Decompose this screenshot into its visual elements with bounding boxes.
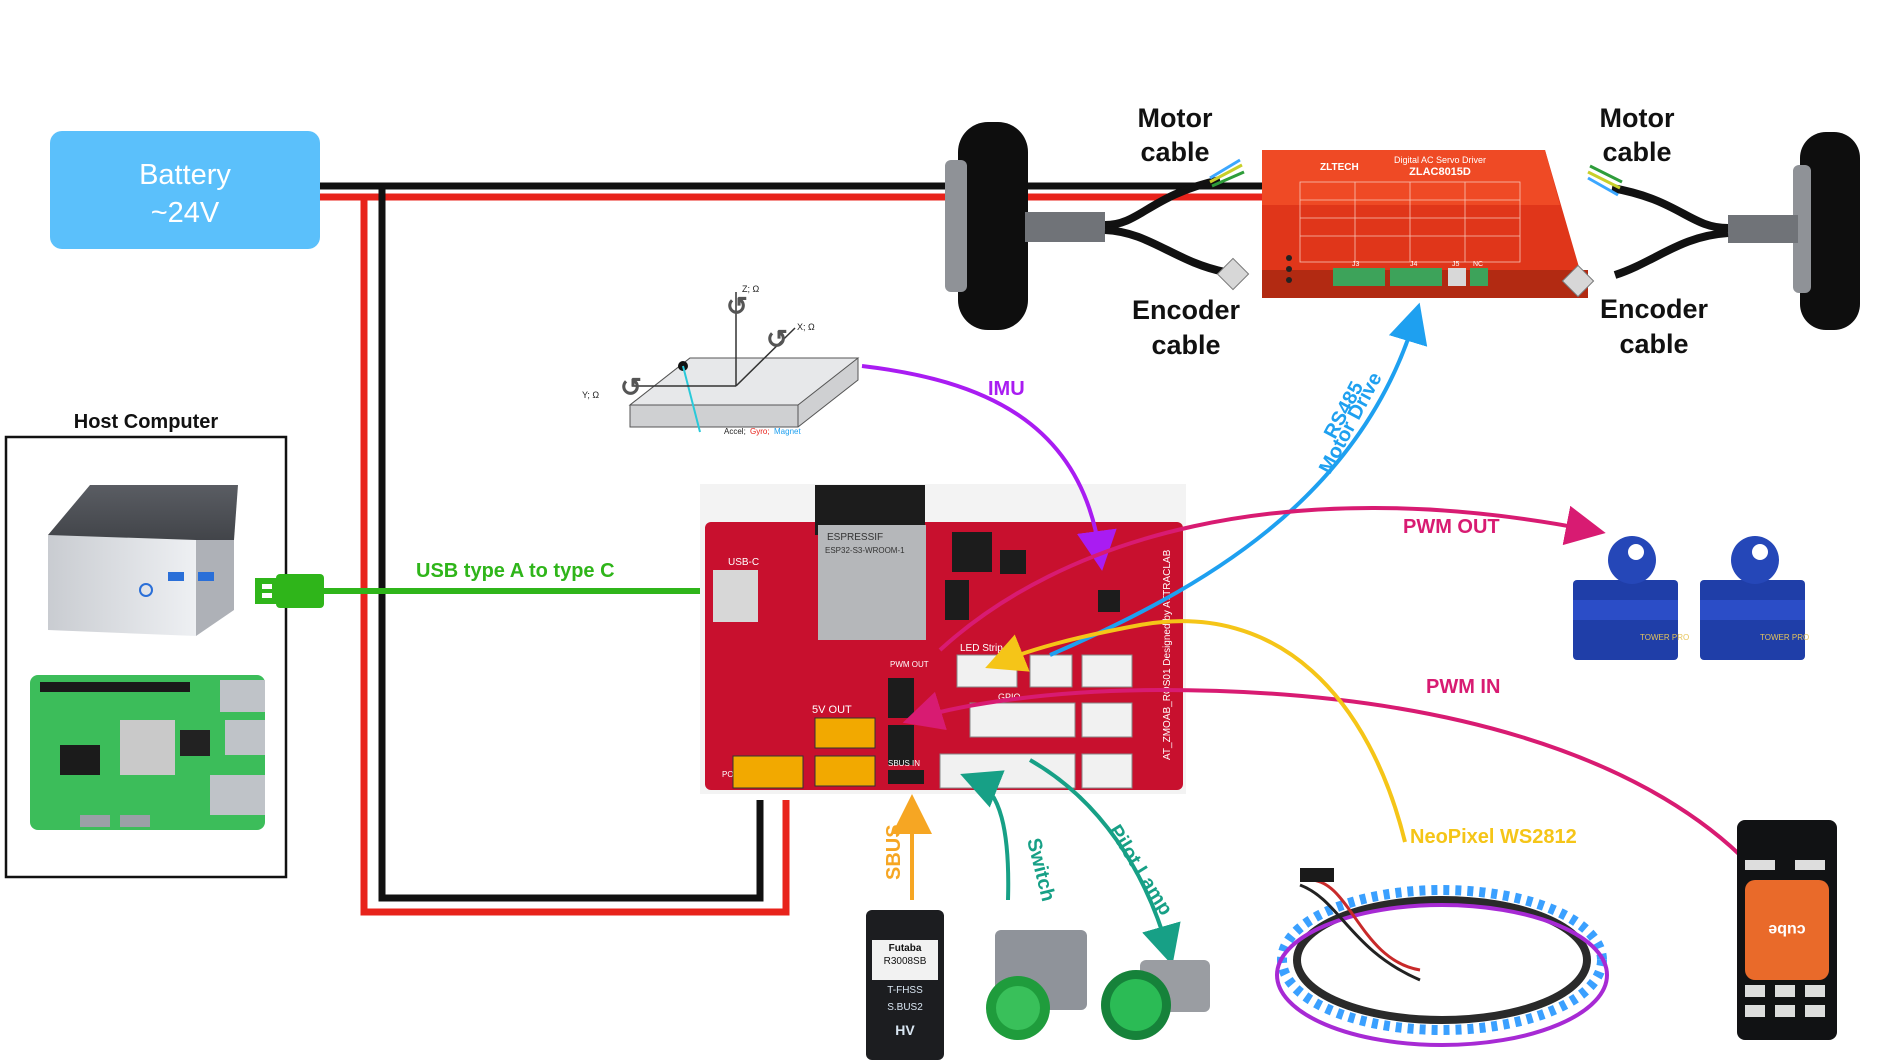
driver-model: ZLAC8015D — [1409, 166, 1471, 178]
imu-connection-label: IMU — [988, 378, 1025, 400]
driver-port-j3: J3 — [1352, 261, 1360, 268]
left-encoder-cable-line1: Encoder — [1132, 295, 1241, 325]
neopixel-label: NeoPixel WS2812 — [1410, 826, 1577, 848]
raspberry-pi-icon — [30, 675, 265, 830]
imu-diagram: ↺ ↺ ↺ Z; Ω X; Ω Y; Ω Accel; Gyro; Magnet — [582, 284, 860, 436]
board-five-v-out: 5V OUT — [812, 704, 852, 716]
board-sbus-in: SBUS IN — [888, 759, 920, 768]
battery: Battery ~24V — [50, 131, 320, 249]
servo-brand-2: TOWER PRO — [1760, 633, 1809, 642]
board-designed-by: AT_ZMOAB_ROS01 Designed by ATTRACLAB — [1162, 549, 1173, 760]
driver-subtitle: Digital AC Servo Driver — [1394, 155, 1486, 165]
control-board: ESPRESSIF ESP32-S3-WROOM-1 USB-C PWM OUT… — [700, 484, 1186, 794]
receiver-sbus: S.BUS2 — [887, 1002, 923, 1013]
pilot-lamp-label: Pilot Lamp — [1104, 821, 1177, 919]
power-cables — [320, 182, 1262, 916]
left-motor-cable-line2: cable — [1140, 137, 1209, 167]
receiver-tag: T-FHSS — [887, 985, 923, 996]
receiver-brand: Futaba — [889, 943, 922, 954]
switch-label: Switch — [1022, 836, 1059, 904]
board-module-brand: ESPRESSIF — [827, 532, 883, 543]
driver-port-nc: NC — [1473, 261, 1483, 268]
left-wheel-assembly: Motor cable Encoder cable — [945, 103, 1250, 360]
servo-motors: TOWER PRO TOWER PRO — [1573, 536, 1809, 660]
right-encoder-cable-line1: Encoder — [1600, 294, 1709, 324]
board-led-strip: LED Strip — [960, 643, 1003, 654]
receiver-hv: HV — [895, 1022, 915, 1038]
svg-text:↺: ↺ — [620, 372, 642, 402]
led-strip-icon — [1275, 868, 1609, 1047]
servo-brand: TOWER PRO — [1640, 633, 1689, 642]
push-button-icon — [986, 930, 1087, 1040]
pilot-lamp-icon — [1101, 960, 1210, 1040]
imu-z-axis: Z; Ω — [742, 284, 759, 294]
sbus-label: SBUS — [883, 824, 905, 880]
battery-icon — [50, 131, 320, 249]
imu-legend-gyro: Gyro; — [750, 427, 770, 436]
svg-text:↺: ↺ — [726, 291, 748, 321]
imu-x-axis: X; Ω — [797, 322, 815, 332]
svg-text:↺: ↺ — [766, 324, 788, 354]
right-encoder-cable-line2: cable — [1619, 329, 1688, 359]
imu-legend-magnet: Magnet — [774, 427, 801, 436]
flight-controller-icon: cube — [1737, 820, 1837, 1040]
right-wheel-assembly: Motor cable Encoder cable — [1561, 103, 1860, 359]
board-usb-c: USB-C — [728, 557, 759, 568]
servo-icon: TOWER PRO — [1573, 536, 1689, 660]
pwm-in-label: PWM IN — [1426, 676, 1500, 698]
usb-label: USB type A to type C — [416, 560, 615, 582]
motor-driver: Digital AC Servo Driver ZLTECH ZLAC8015D… — [1262, 150, 1588, 298]
receiver-model: R3008SB — [884, 956, 927, 967]
imu-legend-accel: Accel; — [724, 427, 746, 436]
board-pwm-out: PWM OUT — [890, 660, 929, 669]
battery-title: Battery — [139, 159, 231, 191]
board-gpio: GPIO — [998, 692, 1021, 702]
driver-port-j4: J4 — [1410, 261, 1418, 268]
right-motor-cable-line2: cable — [1602, 137, 1671, 167]
mini-pc-icon — [48, 485, 238, 636]
imu-y-axis: Y; Ω — [582, 390, 599, 400]
host-computer: Host Computer — [4, 411, 288, 879]
wheel-icon — [958, 122, 1028, 330]
pwm-out-label: PWM OUT — [1403, 516, 1500, 538]
driver-brand: ZLTECH — [1320, 162, 1359, 173]
board-module-name: ESP32-S3-WROOM-1 — [825, 546, 905, 555]
wheel-icon-right — [1800, 132, 1860, 330]
host-title: Host Computer — [74, 411, 219, 433]
driver-port-j5: J5 — [1452, 261, 1460, 268]
usb-cable: USB type A to type C — [255, 560, 700, 608]
fc-brand: cube — [1768, 921, 1805, 938]
servo-icon-2: TOWER PRO — [1700, 536, 1809, 660]
left-motor-cable-line1: Motor — [1138, 103, 1213, 133]
battery-voltage: ~24V — [151, 197, 220, 229]
right-motor-cable-line1: Motor — [1600, 103, 1675, 133]
left-encoder-cable-line2: cable — [1151, 330, 1220, 360]
rc-receiver-icon: Futaba R3008SB T-FHSS S.BUS2 HV — [866, 910, 944, 1060]
